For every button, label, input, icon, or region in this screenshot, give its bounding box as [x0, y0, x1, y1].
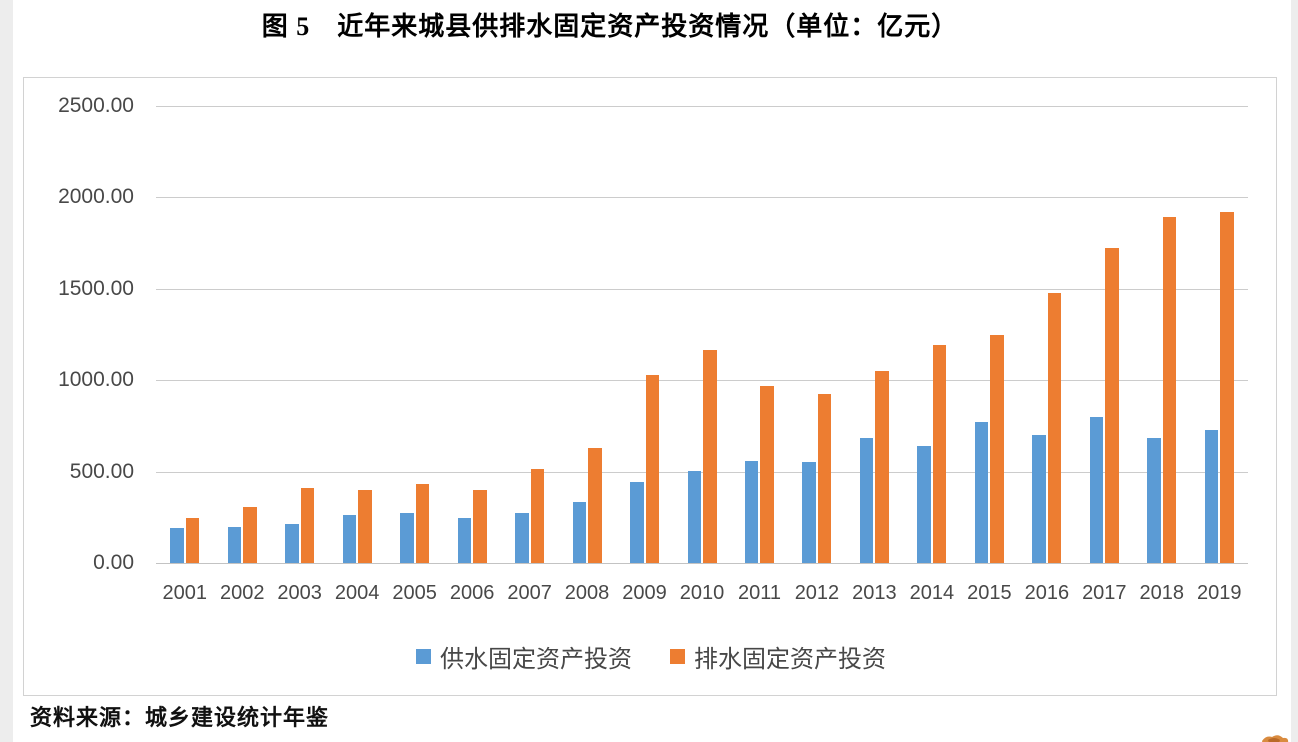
- chart-area: 0.00 500.00 1000.00 1500.00 2000.00 2500.00 20…: [23, 77, 1277, 696]
- bar-supply-2001: [170, 528, 184, 563]
- bar-supply-2012: [802, 462, 816, 563]
- y-axis-tick-label: 2000.00: [58, 185, 134, 208]
- x-axis-year-label: 2017: [1082, 582, 1127, 604]
- gridline-2500.00: [156, 105, 1248, 107]
- bar-supply-2007: [515, 512, 529, 563]
- bar-drainage-2006: [473, 489, 487, 563]
- bar-drainage-2018: [1162, 217, 1177, 563]
- x-axis-year-label: 2019: [1197, 582, 1242, 604]
- bar-supply-2006: [457, 518, 472, 563]
- bar-drainage-2017: [1105, 248, 1119, 563]
- bar-drainage-2015: [990, 335, 1004, 563]
- orange-blob-icon: [1262, 735, 1289, 742]
- partial-logo-cutoff: [1256, 731, 1294, 742]
- bar-supply-2009: [630, 482, 644, 563]
- page-right-margin: [1291, 0, 1298, 742]
- x-axis-year-label: 2009: [622, 582, 667, 604]
- bar-supply-2003: [285, 523, 299, 563]
- y-axis-tick-label: 1000.00: [58, 368, 134, 391]
- x-axis-year-label: 2015: [967, 582, 1012, 604]
- bar-drainage-2010: [703, 349, 717, 563]
- bar-supply-2017: [1089, 416, 1104, 563]
- bar-supply-2015: [974, 422, 989, 563]
- x-axis-year-label: 2014: [909, 582, 955, 604]
- gridline-1000.00: [156, 380, 1248, 381]
- x-axis-year-label: 2001: [162, 582, 207, 604]
- bar-drainage-2007: [530, 468, 545, 563]
- legend-swatch-supply: [416, 648, 431, 664]
- bar-drainage-2019: [1220, 211, 1234, 563]
- source-note: 资料来源：城乡建设统计年鉴: [30, 705, 330, 730]
- x-axis-year-label: 2012: [794, 582, 840, 604]
- x-axis-year-label: 2006: [449, 582, 495, 604]
- legend-swatch-drainage: [670, 648, 685, 664]
- legend-label-supply: 供水固定资产投资: [440, 645, 632, 673]
- bar-drainage-2008: [588, 447, 602, 563]
- bar-drainage-2016: [1047, 293, 1062, 563]
- bar-drainage-2009: [645, 374, 660, 563]
- bar-supply-2018: [1147, 437, 1161, 563]
- gridline-0.00: [156, 563, 1248, 564]
- page-left-margin: [0, 0, 13, 742]
- bar-drainage-2002: [243, 507, 257, 563]
- x-axis-year-label: 2011: [737, 582, 781, 604]
- legend-label-drainage: 排水固定资产投资: [694, 645, 886, 673]
- bar-drainage-2014: [932, 345, 947, 563]
- gridline-2000.00: [156, 197, 1248, 198]
- bar-drainage-2004: [358, 489, 372, 563]
- chart-legend: 供水固定资产投资 排水固定资产投资: [24, 642, 1278, 673]
- bar-supply-2013: [859, 437, 874, 563]
- bar-supply-2011: [744, 461, 759, 563]
- bar-supply-2014: [917, 445, 931, 563]
- bar-drainage-2005: [415, 484, 430, 563]
- x-axis-year-label: 2007: [507, 582, 552, 604]
- x-axis-year-label: 2010: [679, 582, 725, 604]
- bar-drainage-2001: [185, 518, 200, 563]
- bar-supply-2010: [687, 470, 701, 563]
- x-axis-year-label: 2013: [852, 582, 897, 604]
- x-axis-year-label: 2018: [1139, 582, 1185, 604]
- bar-supply-2005: [400, 512, 414, 563]
- legend-item-supply: 供水固定资产投资: [416, 639, 632, 674]
- x-axis-year-label: 2002: [219, 582, 265, 604]
- x-axis-year-label: 2004: [334, 582, 380, 604]
- y-axis-tick-label: 1500.00: [58, 276, 134, 300]
- bar-supply-2002: [227, 527, 242, 563]
- bar-supply-2008: [572, 501, 587, 563]
- bar-supply-2004: [342, 514, 357, 563]
- gridline-500.00: [156, 471, 1248, 473]
- bar-drainage-2003: [300, 487, 315, 563]
- legend-item-drainage: 排水固定资产投资: [670, 639, 886, 674]
- bar-drainage-2011: [760, 386, 774, 563]
- x-axis-year-label: 2003: [277, 582, 322, 604]
- x-axis-year-label: 2008: [564, 582, 610, 604]
- figure-title: 图 5 近年来城县供排水固定资产投资情况（单位：亿元）: [261, 12, 959, 41]
- bar-supply-2019: [1204, 430, 1219, 563]
- y-axis-tick-label: 500.00: [69, 459, 134, 483]
- bar-drainage-2013: [875, 370, 889, 563]
- x-axis-year-label: 2005: [392, 582, 437, 604]
- bar-supply-2016: [1032, 434, 1046, 563]
- gridline-1500.00: [156, 288, 1248, 290]
- y-axis-tick-label: 0.00: [93, 551, 134, 574]
- x-axis-year-label: 2016: [1024, 582, 1070, 604]
- y-axis-tick-label: 2500.00: [58, 93, 134, 117]
- bar-drainage-2012: [817, 393, 832, 563]
